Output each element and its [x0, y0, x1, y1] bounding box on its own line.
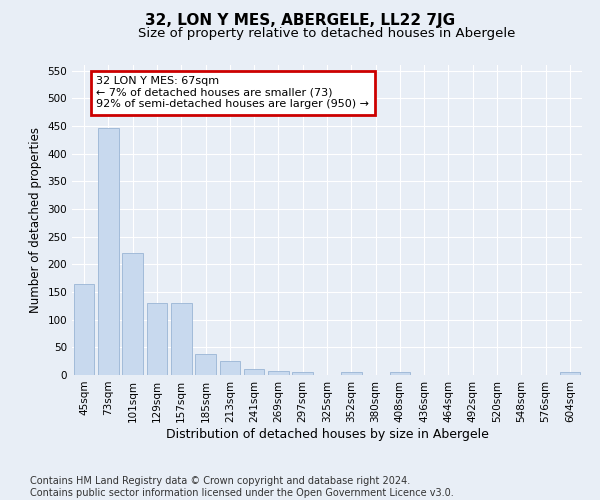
Bar [146, 303, 167, 375]
Bar [341, 372, 362, 375]
Bar [560, 372, 580, 375]
Title: Size of property relative to detached houses in Abergele: Size of property relative to detached ho… [139, 27, 515, 40]
Y-axis label: Number of detached properties: Number of detached properties [29, 127, 42, 313]
Bar [244, 369, 265, 375]
Text: 32, LON Y MES, ABERGELE, LL22 7JG: 32, LON Y MES, ABERGELE, LL22 7JG [145, 12, 455, 28]
Bar [268, 371, 289, 375]
Bar [171, 303, 191, 375]
Bar [122, 253, 143, 375]
Bar [389, 372, 410, 375]
Bar [292, 372, 313, 375]
Bar [98, 128, 119, 375]
Bar [220, 361, 240, 375]
Bar [195, 354, 216, 375]
X-axis label: Distribution of detached houses by size in Abergele: Distribution of detached houses by size … [166, 428, 488, 440]
Text: 32 LON Y MES: 67sqm
← 7% of detached houses are smaller (73)
92% of semi-detache: 32 LON Y MES: 67sqm ← 7% of detached hou… [96, 76, 369, 110]
Bar [74, 284, 94, 375]
Text: Contains HM Land Registry data © Crown copyright and database right 2024.
Contai: Contains HM Land Registry data © Crown c… [30, 476, 454, 498]
